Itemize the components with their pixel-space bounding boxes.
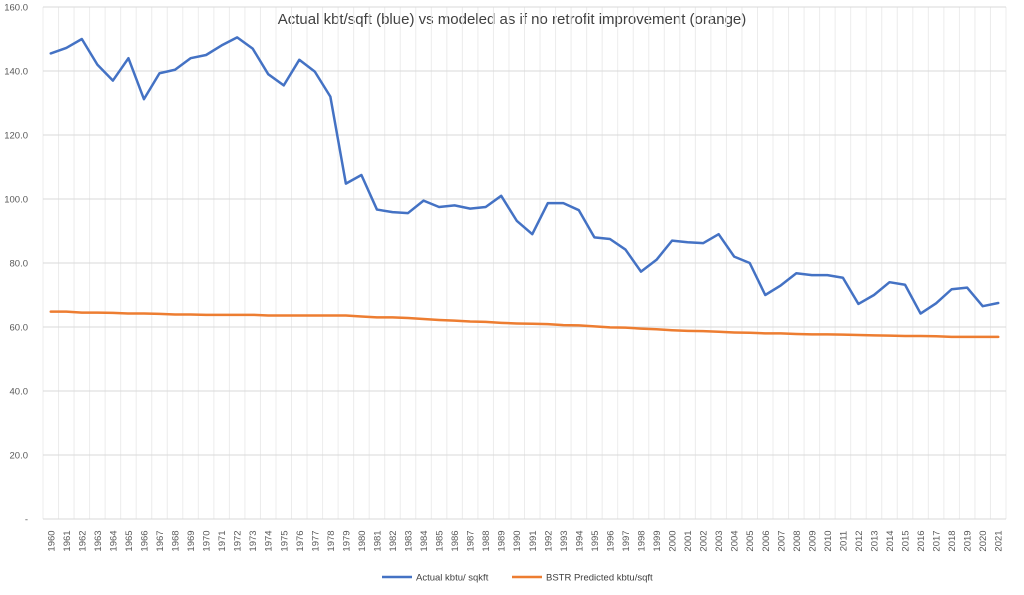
legend-label: BSTR Predicted kbtu/sqft xyxy=(546,573,653,584)
x-tick-label: 2016 xyxy=(916,530,927,551)
x-tick-label: 1982 xyxy=(388,530,399,551)
x-tick-label: 1983 xyxy=(404,530,415,551)
x-axis: 1960 1961 1962 1963 1964 1965 1966 1967 1968 1969… xyxy=(46,530,1004,551)
x-tick-label: 2010 xyxy=(823,530,834,551)
x-tick-label: 1970 xyxy=(202,530,213,551)
y-tick-label: 20.0 xyxy=(10,451,29,462)
x-tick-label: 1984 xyxy=(419,530,430,551)
x-tick-label: 1994 xyxy=(574,530,585,551)
x-tick-label: 1985 xyxy=(435,530,446,551)
legend-label: Actual kbtu/ sqkft xyxy=(416,573,489,584)
x-tick-label: 1962 xyxy=(77,530,88,551)
series-lines xyxy=(49,36,1000,339)
x-tick-label: 2004 xyxy=(730,530,741,551)
x-tick-label: 1960 xyxy=(46,530,57,551)
x-tick-label: 2017 xyxy=(932,530,943,551)
x-tick-label: 1965 xyxy=(124,530,135,551)
x-tick-label: 2020 xyxy=(978,530,989,551)
x-tick-label: 1974 xyxy=(264,530,275,551)
x-tick-label: 1971 xyxy=(217,530,228,551)
x-tick-label: 1990 xyxy=(512,530,523,551)
x-tick-label: 1978 xyxy=(326,530,337,551)
y-tick-label: - xyxy=(25,515,28,526)
y-tick-label: 140.0 xyxy=(4,67,28,78)
x-tick-label: 1966 xyxy=(139,530,150,551)
series-line-actual xyxy=(49,36,1000,315)
y-tick-label: 120.0 xyxy=(4,131,28,142)
x-tick-label: 2001 xyxy=(683,530,694,551)
y-tick-label: 60.0 xyxy=(10,323,29,334)
x-tick-label: 2015 xyxy=(901,530,912,551)
x-tick-label: 2007 xyxy=(776,530,787,551)
x-tick-label: 2018 xyxy=(947,530,958,551)
grid-lines xyxy=(42,6,1007,520)
x-tick-label: 1967 xyxy=(155,530,166,551)
x-tick-label: 1981 xyxy=(372,530,383,551)
x-tick-label: 1991 xyxy=(528,530,539,551)
x-tick-label: 1972 xyxy=(233,530,244,551)
x-tick-label: 2002 xyxy=(699,530,710,551)
y-tick-label: 40.0 xyxy=(10,387,29,398)
legend-item: Actual kbtu/ sqkft xyxy=(382,573,489,584)
series-line-predicted xyxy=(49,310,1000,339)
x-tick-label: 1996 xyxy=(605,530,616,551)
x-tick-label: 1961 xyxy=(62,530,73,551)
x-tick-label: 2000 xyxy=(668,530,679,551)
x-tick-label: 2013 xyxy=(869,530,880,551)
x-tick-label: 1968 xyxy=(171,530,182,551)
y-axis: - 20.0 40.0 60.0 80.0 100.0 120.0 140.0 160.0 xyxy=(4,3,28,526)
x-tick-label: 2014 xyxy=(885,530,896,551)
x-tick-label: 1993 xyxy=(559,530,570,551)
y-tick-label: 100.0 xyxy=(4,195,28,206)
x-tick-label: 2012 xyxy=(854,530,865,551)
x-tick-label: 1969 xyxy=(186,530,197,551)
x-tick-label: 2021 xyxy=(994,530,1005,551)
x-tick-label: 1977 xyxy=(310,530,321,551)
x-tick-label: 2008 xyxy=(792,530,803,551)
x-tick-label: 1975 xyxy=(279,530,290,551)
x-tick-label: 1997 xyxy=(621,530,632,551)
x-tick-label: 1963 xyxy=(93,530,104,551)
x-tick-label: 1987 xyxy=(466,530,477,551)
x-tick-label: 2011 xyxy=(838,531,849,551)
x-tick-label: 1995 xyxy=(590,530,601,551)
x-tick-label: 1989 xyxy=(497,530,508,551)
chart-title: Actual kbt/sqft (blue) vs modeled as if … xyxy=(278,11,747,28)
x-tick-label: 1992 xyxy=(543,530,554,551)
x-tick-label: 2006 xyxy=(761,530,772,551)
x-tick-label: 2003 xyxy=(714,530,725,551)
x-tick-label: 1986 xyxy=(450,530,461,551)
x-tick-label: 1999 xyxy=(652,530,663,551)
legend-item: BSTR Predicted kbtu/sqft xyxy=(512,573,653,584)
x-tick-label: 2005 xyxy=(745,530,756,551)
x-tick-label: 1973 xyxy=(248,530,259,551)
x-tick-label: 1998 xyxy=(636,530,647,551)
x-tick-label: 1964 xyxy=(108,530,119,551)
legend: Actual kbtu/ sqkft BSTR Predicted kbtu/sq… xyxy=(382,573,653,584)
x-tick-label: 1980 xyxy=(357,530,368,551)
y-tick-label: 160.0 xyxy=(4,3,28,14)
x-tick-label: 1979 xyxy=(341,530,352,551)
y-tick-label: 80.0 xyxy=(10,259,29,270)
x-tick-label: 1988 xyxy=(481,530,492,551)
x-tick-label: 2019 xyxy=(963,530,974,551)
x-tick-label: 2009 xyxy=(807,530,818,551)
x-tick-label: 1976 xyxy=(295,530,306,551)
